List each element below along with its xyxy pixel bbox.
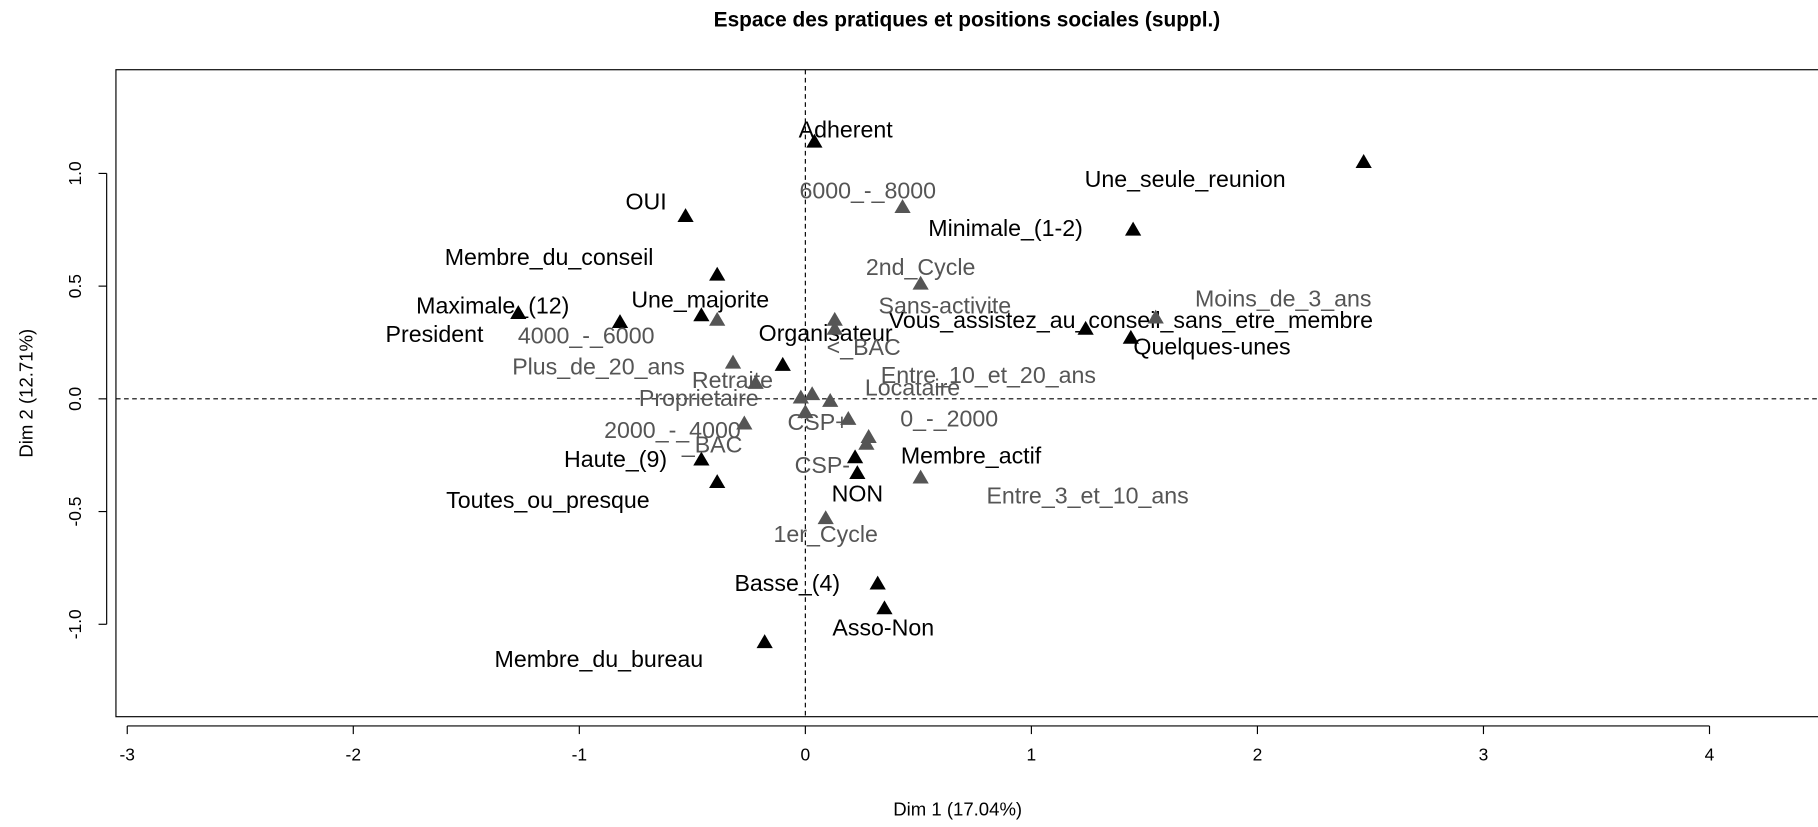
point (611, 314, 629, 328)
point (826, 311, 843, 326)
point (826, 320, 843, 335)
point-label: <_BAC (827, 334, 901, 360)
point (1122, 329, 1139, 344)
point (693, 451, 710, 466)
point-label: Minimale_(1-2) (928, 215, 1083, 241)
point-label: Moins_de_3_ans (1195, 285, 1372, 311)
point (894, 199, 911, 214)
point-label: Basse_(4) (734, 570, 840, 596)
chart-title: Espace des pratiques et positions social… (714, 9, 1221, 32)
point-label: Vous_assistez_au_conseil_sans_etre_membr… (889, 307, 1373, 333)
point-label: Membre_du_conseil (445, 244, 654, 270)
point (1147, 309, 1164, 324)
point-label: Haute_(9) (564, 446, 667, 472)
point-label: Locataire (865, 375, 960, 401)
x-tick-label: -2 (346, 745, 361, 765)
point (912, 469, 929, 484)
point-label: Une_seule_reunion (1085, 166, 1286, 192)
y-axis-label: Dim 2 (12.71%) (16, 329, 37, 458)
point-label: NON (832, 480, 884, 506)
point-label: Plus_de_20_ans (512, 354, 685, 380)
point-label: Retraite (692, 367, 773, 393)
point (797, 404, 814, 419)
point (677, 208, 694, 223)
x-tick-label: 1 (1027, 745, 1037, 765)
point (1077, 320, 1094, 335)
point (792, 389, 809, 404)
point-label: Entre_3_et_10_ans (986, 483, 1188, 509)
point-label: Toutes_ou_presque (446, 487, 650, 513)
point-label: Proprietaire (639, 385, 759, 411)
x-tick-label: 0 (801, 745, 811, 765)
point-label: 0_-_2000 (900, 405, 998, 431)
point (876, 600, 893, 615)
point-label: Organisateur (759, 320, 893, 346)
y-tick-label: 1.0 (65, 161, 85, 185)
point (804, 386, 821, 401)
point-label: Maximale_(12) (416, 293, 569, 319)
x-tick-label: -3 (120, 745, 135, 765)
point (736, 415, 753, 430)
point-label: 2000_-_4000 (604, 417, 741, 443)
point (849, 465, 866, 480)
point (858, 435, 875, 450)
y-tick-label: -0.5 (65, 497, 85, 527)
point-label: CSP- (795, 452, 850, 478)
point (724, 354, 742, 369)
point (822, 392, 839, 407)
point (1124, 221, 1142, 236)
point (846, 449, 864, 464)
point-label: Sans-activite (879, 292, 1012, 318)
x-axis-label: Dim 1 (17.04%) (893, 799, 1022, 820)
point (774, 356, 791, 371)
point-label: Asso-Non (832, 614, 934, 640)
y-tick-label: 0.0 (65, 387, 85, 411)
x-tick-label: 3 (1479, 745, 1489, 765)
point (817, 510, 834, 525)
point-label: 6000_-_8000 (799, 177, 936, 203)
y-tick-label: 0.5 (65, 274, 85, 298)
point (747, 374, 764, 389)
point-label: Quelques-unes (1133, 334, 1290, 360)
point-label: _BAC (681, 432, 743, 458)
point-label: 2nd_Cycle (866, 254, 976, 280)
point (756, 634, 773, 649)
point (709, 266, 726, 281)
point (840, 411, 857, 425)
point (510, 305, 527, 319)
point (709, 311, 726, 326)
point-label: 4000_-_6000 (518, 322, 655, 348)
y-tick-label: -1.0 (65, 609, 85, 639)
point-label: 1er_Cycle (774, 521, 878, 547)
point-label: CSP+ (788, 409, 849, 435)
x-tick-label: 4 (1705, 745, 1715, 765)
point-label: Membre_actif (901, 443, 1042, 469)
point (1355, 154, 1372, 168)
point-label: President (386, 321, 484, 347)
point-label: Entre_10_et_20_ans (881, 362, 1096, 388)
plot-frame (115, 69, 1818, 718)
point (912, 275, 929, 290)
point-label: Une_majorite (631, 287, 769, 313)
x-tick-label: -1 (572, 745, 587, 765)
point-label: Adherent (799, 117, 894, 143)
point (806, 133, 823, 148)
point-label: OUI (626, 189, 667, 215)
x-tick-label: 2 (1253, 745, 1263, 765)
point-label: Membre_du_bureau (495, 646, 704, 672)
point (869, 575, 886, 590)
point (693, 307, 710, 322)
point (709, 474, 726, 489)
